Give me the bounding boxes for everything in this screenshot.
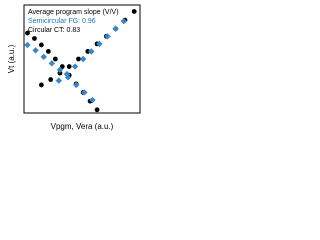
marker: [52, 56, 58, 62]
plot-frame: [23, 4, 141, 114]
marker: [76, 56, 81, 62]
marker: [94, 107, 100, 113]
marker: [25, 30, 30, 36]
marker: [104, 33, 111, 40]
marker: [81, 89, 88, 96]
marker: [71, 63, 79, 70]
annotation: Average program slope (V/V): [28, 9, 119, 16]
marker: [64, 74, 72, 81]
marker: [55, 77, 62, 84]
annotation: Semicircular FG: 0.96: [28, 18, 96, 25]
marker: [48, 60, 56, 67]
marker: [131, 9, 137, 14]
marker: [120, 18, 127, 25]
marker: [73, 81, 80, 89]
marker: [66, 64, 72, 69]
marker: [85, 49, 91, 54]
marker: [32, 47, 39, 54]
marker: [89, 96, 96, 104]
marker: [39, 42, 44, 48]
annotation: Circular CT: 0.83: [28, 27, 80, 34]
marker: [32, 36, 37, 41]
x-axis-label: Vpgm, Vera (a.u.): [51, 122, 114, 131]
marker: [45, 49, 51, 54]
marker: [56, 66, 64, 73]
marker: [40, 53, 47, 61]
marker: [79, 55, 87, 63]
marker: [63, 70, 71, 78]
marker: [88, 48, 95, 55]
marker: [96, 40, 103, 48]
marker: [112, 25, 119, 32]
chart: Vpgm, Vera (a.u.) Vt (a.u.) Average prog…: [7, 4, 141, 131]
marker: [57, 70, 63, 76]
y-axis-label: Vt (a.u.): [7, 44, 16, 73]
marker: [48, 77, 54, 82]
marker: [39, 82, 44, 88]
marker: [24, 41, 31, 49]
